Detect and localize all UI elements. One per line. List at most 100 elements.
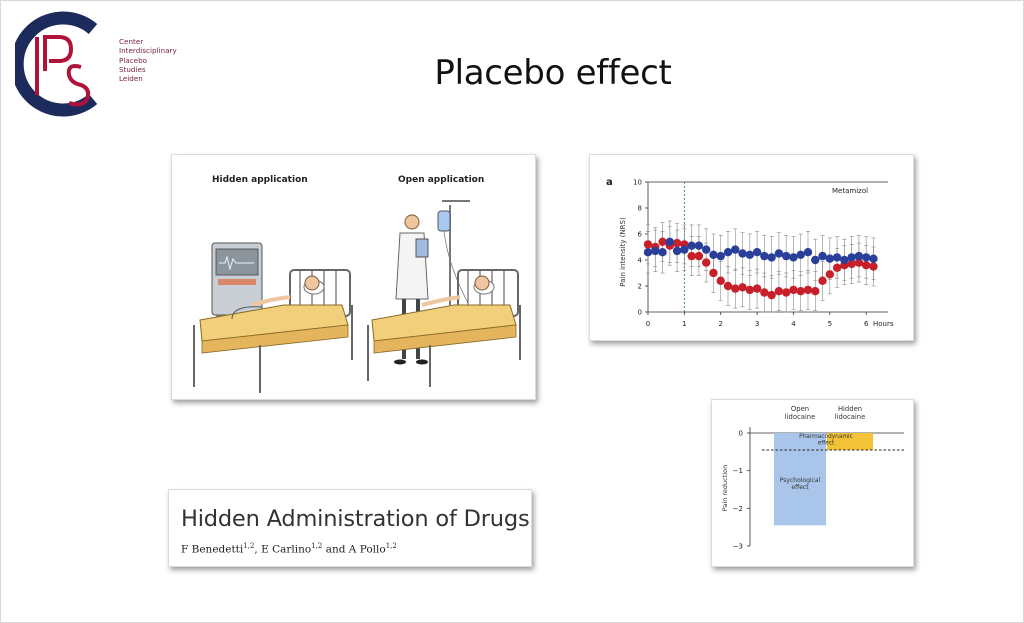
bar-y-tick-label: −2 [733,505,743,513]
logo-line: Studies [119,64,146,74]
x-tick-label: 1 [682,320,686,328]
data-point [709,250,718,259]
data-point [760,251,769,261]
data-point [738,249,747,258]
author-affiliation: 1,2 [385,542,397,550]
data-point [818,251,827,261]
open-application-label: Open application [398,175,485,185]
data-point [803,285,813,295]
bar [774,433,826,526]
logo-line: Leiden [119,74,143,84]
data-point [781,251,791,261]
bar-y-axis-label: Pain reduction [721,465,729,511]
data-point [811,287,820,296]
data-point [796,287,805,296]
author-name: F Benedetti [181,543,244,556]
data-point [709,268,718,278]
y-tick-label: 4 [638,257,643,265]
segment-label: Pharmacodynamic [799,434,853,440]
bar-category-label: Hidden [838,405,862,413]
data-point [701,258,711,267]
logo-line: Placebo [119,55,148,65]
x-unit-label: Hours [873,320,894,328]
hospital-illustration-card: Hidden application Open application [171,154,536,400]
data-point [861,253,871,262]
bar [827,433,873,450]
data-point [825,254,835,263]
data-point [687,241,696,250]
data-point [680,245,689,254]
cips-logo: Center Interdisciplinary Placebo Studies… [10,11,177,117]
data-point [723,281,733,291]
data-point [643,240,653,249]
x-tick-label: 4 [791,320,796,328]
data-point [767,253,776,262]
cips-monogram-icon [10,11,98,117]
segment-label: Psychological [780,477,821,484]
y-tick-label: 2 [638,283,642,291]
data-point [840,255,849,265]
left-bed-icon [193,269,353,393]
author-name: A Pollo [348,543,386,556]
data-point [760,288,769,297]
data-point [832,253,842,262]
y-tick-label: 8 [638,205,642,213]
author-name: E Carlino [261,543,312,556]
data-point [701,245,711,254]
data-point [658,237,667,246]
data-point [869,254,878,263]
logo-line: Center [119,37,144,46]
author-affiliation: 1,2 [311,542,323,550]
data-point [861,261,871,270]
paper-title: Hidden Administration of Drugs [181,506,530,532]
hidden-application-label: Hidden application [212,175,308,185]
data-point [854,258,864,267]
x-tick-label: 6 [864,320,869,328]
data-point [869,262,878,271]
data-point [672,246,682,256]
data-point [731,245,740,254]
paper-citation-card: Hidden Administration of Drugs F Benedet… [168,489,532,567]
data-point [672,238,682,248]
bar-y-tick-label: −1 [733,467,743,475]
segment-label: effect [791,484,809,491]
x-tick-label: 3 [755,320,759,328]
author-affiliation: 1,2 [243,542,255,550]
data-point [796,250,805,259]
x-tick-label: 2 [718,320,722,328]
data-point [731,284,740,293]
data-point [832,263,842,272]
author-separator: , [254,543,262,556]
bar-y-tick-label: −3 [733,543,743,551]
data-point [854,251,864,261]
chart-title: Metamizol [832,187,868,195]
bar-category-label: Open [791,405,809,413]
data-point [825,270,835,279]
data-point [774,249,784,258]
y-tick-label: 0 [638,309,642,317]
pain-reduction-chart: Pain reduction 0−1−2−3OpenlidocaineHidde… [721,405,904,551]
data-point [789,285,798,295]
right-bed-icon [367,269,521,387]
pain-intensity-chart-card: a Metamizol Pain intensity (NRS) Hours 0… [589,154,914,341]
data-point [658,248,667,257]
data-point [752,284,762,293]
logo-line: Interdisciplinary [119,46,177,56]
data-point [716,251,725,261]
slide-title: Placebo effect [434,53,672,93]
data-point [745,250,755,259]
data-point [752,248,762,257]
hospital-beds-illustration [193,200,521,393]
data-point [781,288,791,297]
pain-reduction-chart-card: Pain reduction 0 −1 −2 −3 Open lidocaine Hidde… [711,399,914,567]
data-point [665,237,675,246]
data-point [745,285,755,295]
bar-category-label: lidocaine [785,413,816,421]
data-point [643,248,653,257]
infusion-machine-icon [211,242,263,319]
panel-label: a [606,177,613,188]
data-point [694,251,704,261]
author-separator: and [322,543,349,556]
y-tick-label: 10 [633,179,642,187]
